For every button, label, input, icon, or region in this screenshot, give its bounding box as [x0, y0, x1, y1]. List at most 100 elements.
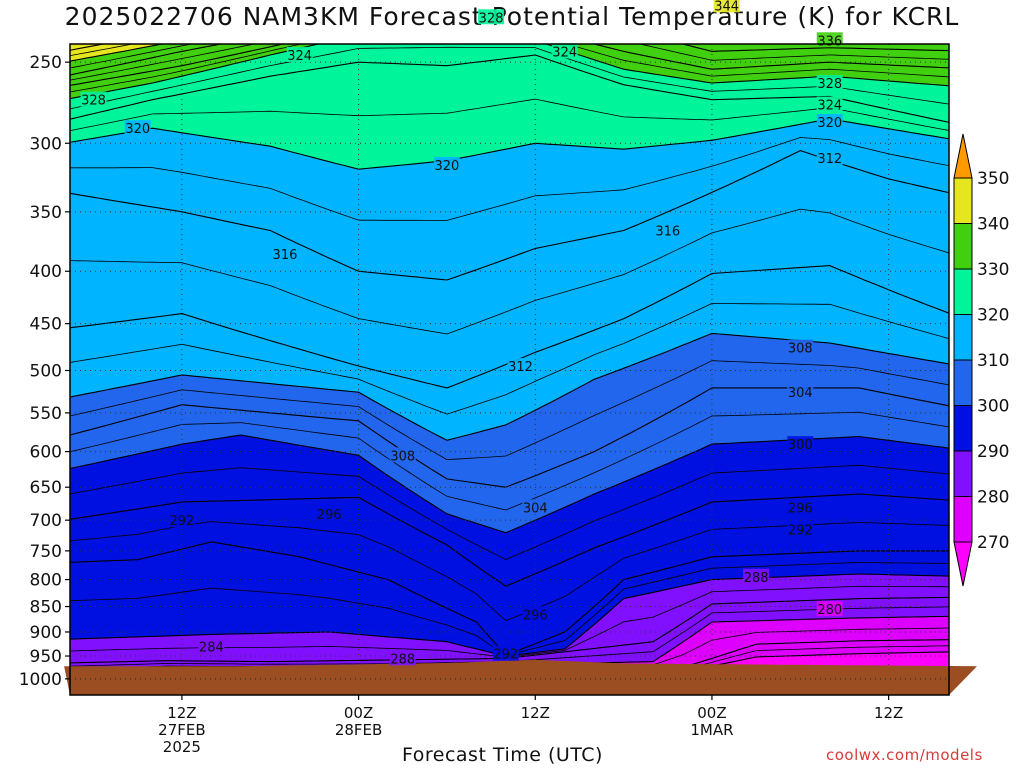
- colorbar-label-270: 270: [977, 533, 1009, 553]
- isentrope-label-bg: [168, 512, 195, 528]
- isentrope-label-320: 320: [125, 122, 150, 137]
- isentrope-308: [70, 332, 949, 441]
- ground-fill: [64, 659, 978, 695]
- isentrope-label-304: 304: [523, 501, 548, 516]
- isentrope-label-bg: [787, 339, 814, 355]
- isentrope-minor: [64, 0, 977, 31]
- y-tick-label-1000: 1000: [19, 670, 62, 690]
- x-tick-label: 12Z: [167, 704, 196, 722]
- colorbar-label-300: 300: [977, 397, 1009, 417]
- colorbar-extend-bottom: [953, 541, 973, 587]
- isentrope-label-bg: [507, 358, 534, 374]
- isentrope-356: [64, 0, 977, 25]
- isentrope-label-320: 320: [435, 159, 460, 174]
- isentrope-label-292: 292: [788, 524, 813, 539]
- isentrope-label-336: 336: [817, 34, 842, 49]
- isentrope-label-312: 312: [508, 360, 533, 375]
- isentrope-minor: [70, 44, 949, 81]
- isentrope-label-bg: [271, 246, 298, 262]
- plot-frame: [69, 43, 950, 696]
- isentrope-minor: [70, 561, 949, 657]
- isentrope-285: [70, 596, 949, 664]
- colorbar-bin-300: [953, 359, 973, 406]
- isentrope-label-288: 288: [390, 652, 415, 667]
- isentrope-label-bg: [389, 650, 416, 666]
- isentrope-minor: [70, 464, 949, 560]
- colorbar-bin-320: [953, 268, 973, 315]
- isentrope-label-296: 296: [523, 608, 548, 623]
- y-tick-label-550: 550: [30, 404, 62, 424]
- isentrope-292: [70, 541, 949, 656]
- isentrope-label-292: 292: [493, 648, 518, 663]
- y-tick-label-750: 750: [30, 542, 62, 562]
- colorbar-label-280: 280: [977, 488, 1009, 508]
- isentrope-label-316: 316: [655, 225, 680, 240]
- isentrope-290: [70, 573, 949, 657]
- isentrope-label-304: 304: [788, 386, 813, 401]
- isentrope-labels: 284 288 292 292 296 296 296 280 288 292 300 304 304 3…: [80, 0, 843, 667]
- isentrope-label-bg: [286, 46, 313, 62]
- isentrope-minor: [70, 137, 949, 221]
- y-tick-label-400: 400: [30, 262, 62, 282]
- x-tick-label: 28FEB: [335, 721, 382, 739]
- colorbar-label-320: 320: [977, 306, 1009, 326]
- isentrope-label-bg: [816, 114, 843, 130]
- isentrope-label-288: 288: [744, 571, 769, 586]
- x-tick-label: 00Z: [344, 704, 373, 722]
- y-tick-label-950: 950: [30, 647, 62, 667]
- y-tick-label-600: 600: [30, 443, 62, 463]
- y-tick-label-700: 700: [30, 511, 62, 531]
- x-tick-label: 2025: [163, 738, 201, 756]
- isentrope-label-328: 328: [479, 11, 504, 26]
- colorbar-bin-310: [953, 314, 973, 361]
- isentrope-label-324: 324: [287, 49, 312, 64]
- credit-link[interactable]: coolwx.com/models: [826, 746, 983, 764]
- isentrope-label-300: 300: [788, 438, 813, 453]
- x-tick-label: 27FEB: [158, 721, 205, 739]
- isentrope-label-bg: [492, 645, 519, 661]
- isentrope-label-320: 320: [817, 116, 842, 131]
- isentrope-label-296: 296: [788, 501, 813, 516]
- isentrope-label-bg: [816, 601, 843, 617]
- isentrope-label-bg: [787, 384, 814, 400]
- isentrope-336: [70, 44, 949, 76]
- isentrope-minor: [70, 44, 949, 93]
- isentrope-324: [70, 54, 949, 123]
- colorbar-label-340: 340: [977, 215, 1009, 235]
- y-tick-label-350: 350: [30, 203, 62, 223]
- y-tick-label-900: 900: [30, 623, 62, 643]
- isentrope-label-bg: [522, 606, 549, 622]
- isentrope-350: [64, 1, 977, 36]
- isentrope-label-bg: [551, 43, 578, 59]
- isentrope-label-324: 324: [817, 99, 842, 114]
- isentrope-label-308: 308: [788, 342, 813, 357]
- isentrope-label-bg: [478, 9, 505, 25]
- colorbar-bin-290: [953, 405, 973, 452]
- y-tick-label-800: 800: [30, 571, 62, 591]
- isentrope-label-bg: [80, 91, 107, 107]
- chart-title: 2025022706 NAM3KM Forecast Potential Tem…: [64, 2, 960, 31]
- colorbar-extend-top: [953, 133, 973, 179]
- isentrope-label-bg: [316, 505, 343, 521]
- isentrope-minor: [70, 360, 949, 461]
- isentrope-minor: [70, 302, 949, 415]
- isentrope-label-bg: [433, 156, 460, 172]
- isentrope-label-bg: [816, 75, 843, 91]
- isentrope-304: [70, 387, 949, 488]
- isentrope-332: [70, 44, 949, 86]
- isentrope-300: [70, 434, 949, 534]
- pressure-axis: 250 300 350 400 450 500 550 600 650 700 750 800 850 9…: [19, 53, 70, 690]
- isentrope-label-bg: [787, 436, 814, 452]
- colorbar-label-310: 310: [977, 351, 1009, 371]
- grid-lines: [70, 44, 949, 695]
- colorbar-label-330: 330: [977, 260, 1009, 280]
- isentrope-label-292: 292: [169, 514, 194, 529]
- x-tick-label: 00Z: [697, 704, 726, 722]
- isentrope-label-312: 312: [817, 152, 842, 167]
- isentrope-label-bg: [198, 638, 225, 654]
- isentrope-label-280: 280: [817, 603, 842, 618]
- ground-terrain: [64, 659, 978, 695]
- colorbar-label-350: 350: [977, 169, 1009, 189]
